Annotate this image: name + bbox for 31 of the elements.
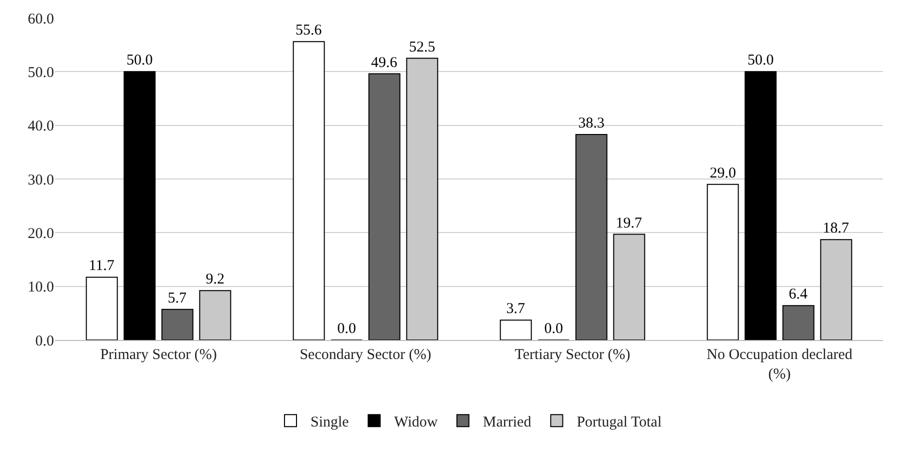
legend-label: Married [482,414,532,430]
data-label: 0.0 [337,321,356,337]
x-tick-label: Tertiary Sector (%) [514,347,630,363]
legend-label: Single [310,414,350,430]
y-tick-label: 30.0 [28,172,54,188]
x-tick-label: Secondary Sector (%) [300,347,432,363]
data-label: 49.6 [371,54,398,71]
data-label: 6.4 [788,286,808,303]
data-label: 50.0 [747,52,774,69]
data-label: 19.7 [616,215,643,232]
x-tick-label: Primary Sector (%) [100,347,217,363]
data-label: 29.0 [710,165,736,182]
data-label: 55.6 [295,22,322,39]
data-label: 11.7 [88,258,115,274]
legend-label: Widow [394,414,438,430]
y-tick-label: 40.0 [28,118,54,135]
y-tick-label: 50.0 [28,64,54,81]
y-tick-label: 60.0 [28,11,54,28]
y-tick-label: 10.0 [28,280,54,296]
data-label: 3.7 [506,301,526,318]
data-label: 18.7 [822,220,850,237]
data-label: 0.0 [544,321,563,337]
data-label: 50.0 [126,52,153,69]
data-label: 5.7 [168,290,188,306]
data-label: 52.5 [409,39,436,56]
data-label: 9.2 [206,272,225,288]
data-label: 38.3 [578,115,605,132]
legend-label: Portugal Total [576,414,662,430]
y-tick-label: 20.0 [28,226,54,242]
x-tick-label: No Occupation declared (%) [706,347,853,382]
y-tick-label: 0.0 [35,333,54,350]
